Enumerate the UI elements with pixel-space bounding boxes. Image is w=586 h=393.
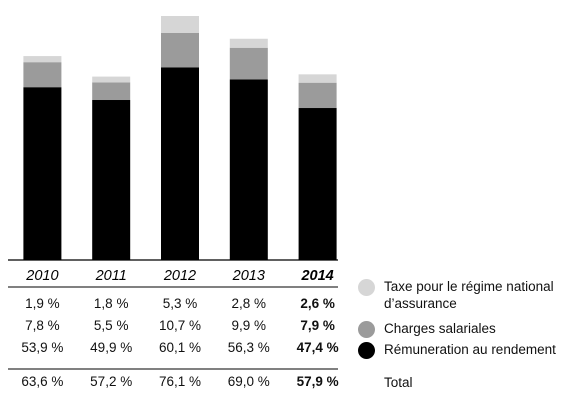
legend-swatch-remuneration (358, 342, 375, 359)
bar-2010-series-0 (23, 87, 62, 261)
data-label-series-2-2011: 1,8 % (94, 296, 129, 311)
data-label-series-2-2013: 2,8 % (232, 296, 267, 311)
bar-2013-series-0 (229, 79, 268, 260)
total-label-2012: 76,1 % (159, 374, 201, 389)
bar-2012-series-0 (161, 67, 199, 260)
legend-item-remuneration: Rémuneration au rendement (358, 341, 584, 362)
bar-2013-series-2 (229, 38, 268, 48)
legend-swatch-tax (358, 279, 375, 296)
data-label-series-0-2014: 47,4 % (297, 340, 339, 355)
year-label-2010: 2010 (25, 268, 58, 284)
data-label-series-1-2011: 5,5 % (94, 318, 129, 333)
legend: Taxe pour le régime national d’assurance… (358, 278, 584, 391)
legend-label-tax: Taxe pour le régime national d’assurance (384, 279, 554, 311)
data-label-series-2-2010: 1,9 % (25, 296, 60, 311)
total-label-2014: 57,9 % (297, 374, 339, 389)
bar-2013-series-1 (229, 47, 268, 80)
data-label-series-0-2013: 56,3 % (228, 340, 270, 355)
data-label-series-0-2012: 60,1 % (159, 340, 201, 355)
bar-2011-series-1 (92, 82, 131, 100)
legend-item-charges: Charges salariales (358, 320, 584, 341)
bar-2014-series-0 (298, 108, 337, 261)
legend-label-total: Total (384, 375, 413, 390)
data-label-series-1-2012: 10,7 % (159, 318, 201, 333)
year-label-2013: 2013 (232, 268, 265, 284)
total-label-2010: 63,6 % (21, 374, 63, 389)
data-label-series-1-2010: 7,8 % (25, 318, 60, 333)
legend-label-remuneration: Rémuneration au rendement (384, 342, 556, 357)
bar-2014-series-2 (298, 74, 337, 83)
legend-swatch-charges (358, 321, 375, 338)
bar-2010-series-1 (23, 62, 62, 88)
bar-2010-series-2 (23, 56, 62, 63)
total-label-2013: 69,0 % (228, 374, 270, 389)
data-label-series-0-2011: 49,9 % (90, 340, 132, 355)
legend-label-charges: Charges salariales (384, 321, 496, 336)
data-label-series-0-2010: 53,9 % (21, 340, 63, 355)
bar-2011-series-2 (92, 76, 131, 83)
legend-item-total: Total (358, 374, 584, 391)
year-label-2011: 2011 (95, 268, 127, 284)
legend-item-tax: Taxe pour le régime national d’assurance (358, 278, 584, 318)
year-label-2014: 2014 (300, 268, 333, 284)
bar-2014-series-1 (298, 82, 337, 109)
data-label-series-2-2014: 2,6 % (300, 296, 335, 311)
year-label-2012: 2012 (163, 268, 196, 284)
data-label-series-1-2014: 7,9 % (300, 318, 335, 333)
data-label-series-1-2013: 9,9 % (232, 318, 267, 333)
data-label-series-2-2012: 5,3 % (163, 296, 198, 311)
bar-2011-series-0 (92, 100, 131, 260)
bar-2012-series-2 (161, 16, 199, 33)
bar-2012-series-1 (161, 32, 199, 68)
total-label-2011: 57,2 % (90, 374, 132, 389)
